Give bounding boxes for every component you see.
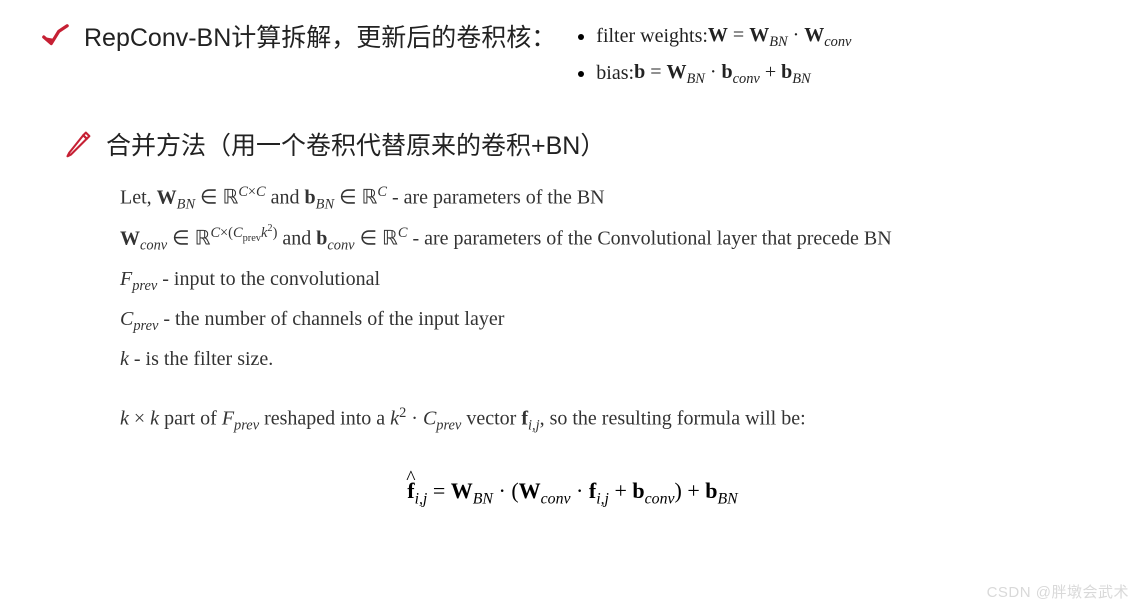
heading-2: 合并方法（用一个卷积代替原来的卷积+BN） xyxy=(106,126,605,162)
body-line-4: Cprev - the number of channels of the in… xyxy=(120,300,1115,340)
check-icon xyxy=(40,22,70,52)
body-line-1: Let, WBN ∈ ℝC×C and bBN ∈ ℝC - are param… xyxy=(120,178,1115,219)
bullet-2-label: bias: xyxy=(596,56,634,91)
heading-row-1: RepConv-BN计算拆解，更新后的卷积核： filter weights: … xyxy=(40,18,1115,92)
bullet-dot xyxy=(578,34,584,40)
heading-row-2: 合并方法（用一个卷积代替原来的卷积+BN） xyxy=(64,126,1115,162)
pencil-icon xyxy=(64,130,92,158)
body-line-2: Wconv ∈ ℝC×(Cprevk2) and bconv ∈ ℝC - ar… xyxy=(120,219,1115,260)
bullet-2-formula: b = WBN · bconv + bBN xyxy=(634,55,811,92)
bullet-dot xyxy=(578,71,584,77)
body-line-5: k - is the filter size. xyxy=(120,340,1115,379)
bullet-1-formula: W = WBN · Wconv xyxy=(708,18,852,55)
bullet-1-label: filter weights: xyxy=(596,19,708,54)
body-line-3: Fprev - input to the convolutional xyxy=(120,260,1115,300)
heading-1: RepConv-BN计算拆解，更新后的卷积核： xyxy=(84,18,556,58)
watermark: CSDN @胖墩会武术 xyxy=(987,581,1129,602)
result-formula: fi,j = WBN · (Wconv · fi,j + bconv) + bB… xyxy=(30,478,1115,508)
body-text: Let, WBN ∈ ℝC×C and bBN ∈ ℝC - are param… xyxy=(120,178,1115,439)
body-line-6: k × k part of Fprev reshaped into a k2 ·… xyxy=(120,399,1115,440)
filter-bias-bullets: filter weights: W = WBN · Wconv bias: b … xyxy=(578,18,851,92)
